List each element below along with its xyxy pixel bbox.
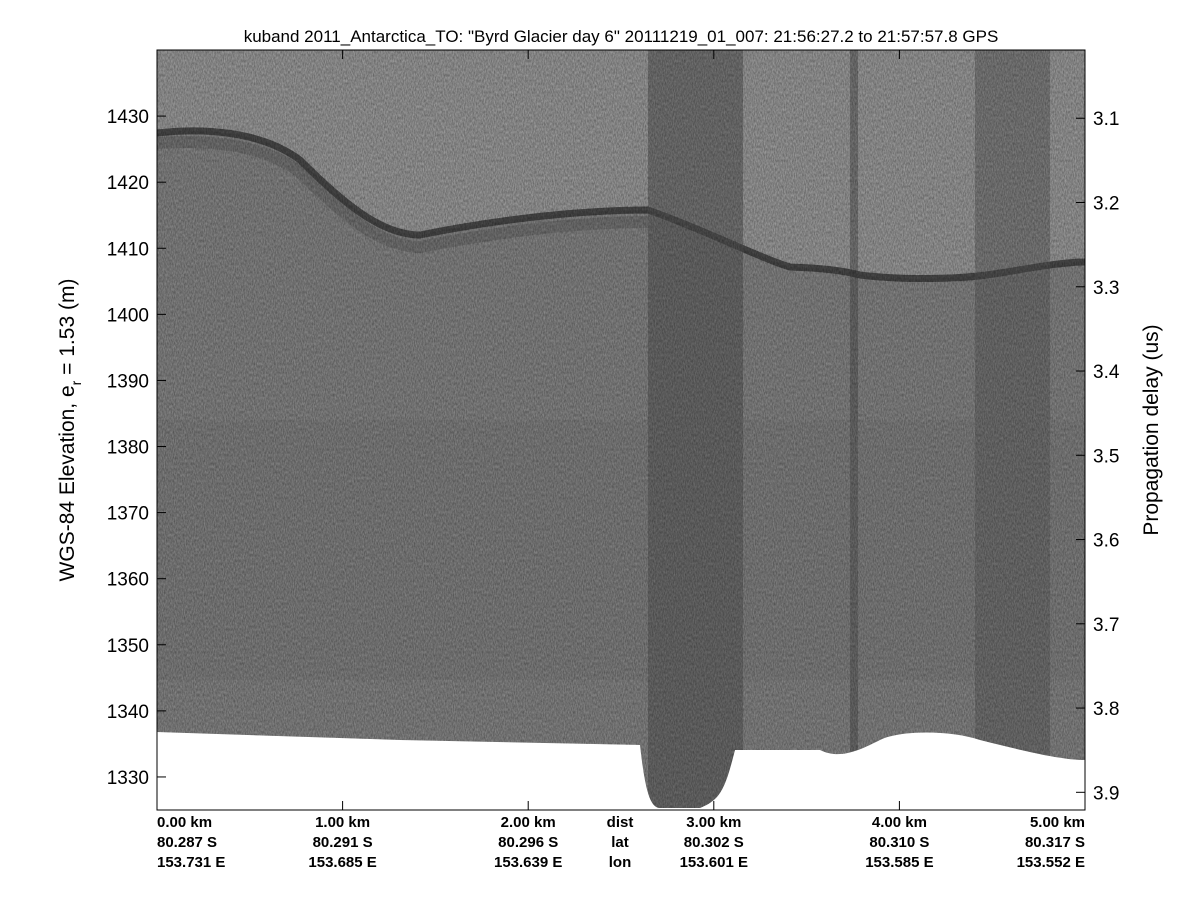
lat-label: 80.317 S	[1025, 834, 1085, 851]
y-tick-label: 1350	[107, 636, 149, 657]
lat-label: 80.291 S	[313, 834, 373, 851]
row-name: dist	[607, 814, 634, 831]
y-tick-label: 1420	[107, 173, 149, 194]
y-axis-label: WGS-84 Elevation, er = 1.53 (m)	[56, 279, 84, 582]
y2-tick-label: 3.6	[1093, 531, 1119, 552]
y-tick-label: 1370	[107, 504, 149, 525]
lat-label: 80.287 S	[157, 834, 217, 851]
lon-label: 153.585 E	[865, 854, 933, 871]
y2-tick-label: 3.8	[1093, 699, 1119, 720]
lon-label: 153.601 E	[680, 854, 748, 871]
y-axis-label-subscript: r	[68, 380, 84, 385]
y-tick-label: 1430	[107, 107, 149, 128]
y-tick-label: 1410	[107, 239, 149, 260]
chart-title: kuband 2011_Antarctica_TO: "Byrd Glacier…	[244, 27, 999, 46]
x-tick-label: 1.00 km	[315, 814, 370, 831]
y2-tick-label: 3.1	[1093, 109, 1119, 130]
y-tick-label: 1360	[107, 570, 149, 591]
y-axis-label-suffix: = 1.53 (m)	[56, 279, 79, 381]
y-tick-label: 1390	[107, 371, 149, 392]
lon-label: 153.552 E	[1017, 854, 1085, 871]
y2-tick-label: 3.3	[1093, 278, 1119, 299]
y2-tick-label: 3.5	[1093, 446, 1119, 467]
y-tick-label: 1330	[107, 768, 149, 789]
row-name: lat	[611, 834, 629, 851]
x-tick-label: 2.00 km	[501, 814, 556, 831]
lon-label: 153.639 E	[494, 854, 562, 871]
lat-label: 80.296 S	[498, 834, 558, 851]
plot-frame	[156, 49, 1086, 811]
y2-tick-label: 3.9	[1093, 783, 1119, 804]
lat-label: 80.310 S	[869, 834, 929, 851]
y-axis-label-text: WGS-84 Elevation, e	[56, 385, 79, 581]
x-tick-label: 4.00 km	[872, 814, 927, 831]
lat-label: 80.302 S	[684, 834, 744, 851]
y2-tick-label: 3.7	[1093, 615, 1119, 636]
x-tick-label: 5.00 km	[1030, 814, 1085, 831]
y-tick-label: 1380	[107, 438, 149, 459]
lon-label: 153.685 E	[308, 854, 376, 871]
row-name: lon	[609, 854, 632, 871]
x-tick-label: 3.00 km	[686, 814, 741, 831]
x-tick-label: 0.00 km	[157, 814, 212, 831]
y-tick-label: 1340	[107, 702, 149, 723]
echogram-image	[157, 50, 1085, 810]
lon-label: 153.731 E	[157, 854, 225, 871]
y2-tick-label: 3.2	[1093, 194, 1119, 215]
y2-axis-label: Propagation delay (us)	[1140, 324, 1163, 535]
y2-tick-label: 3.4	[1093, 362, 1120, 383]
y-tick-label: 1400	[107, 305, 149, 326]
